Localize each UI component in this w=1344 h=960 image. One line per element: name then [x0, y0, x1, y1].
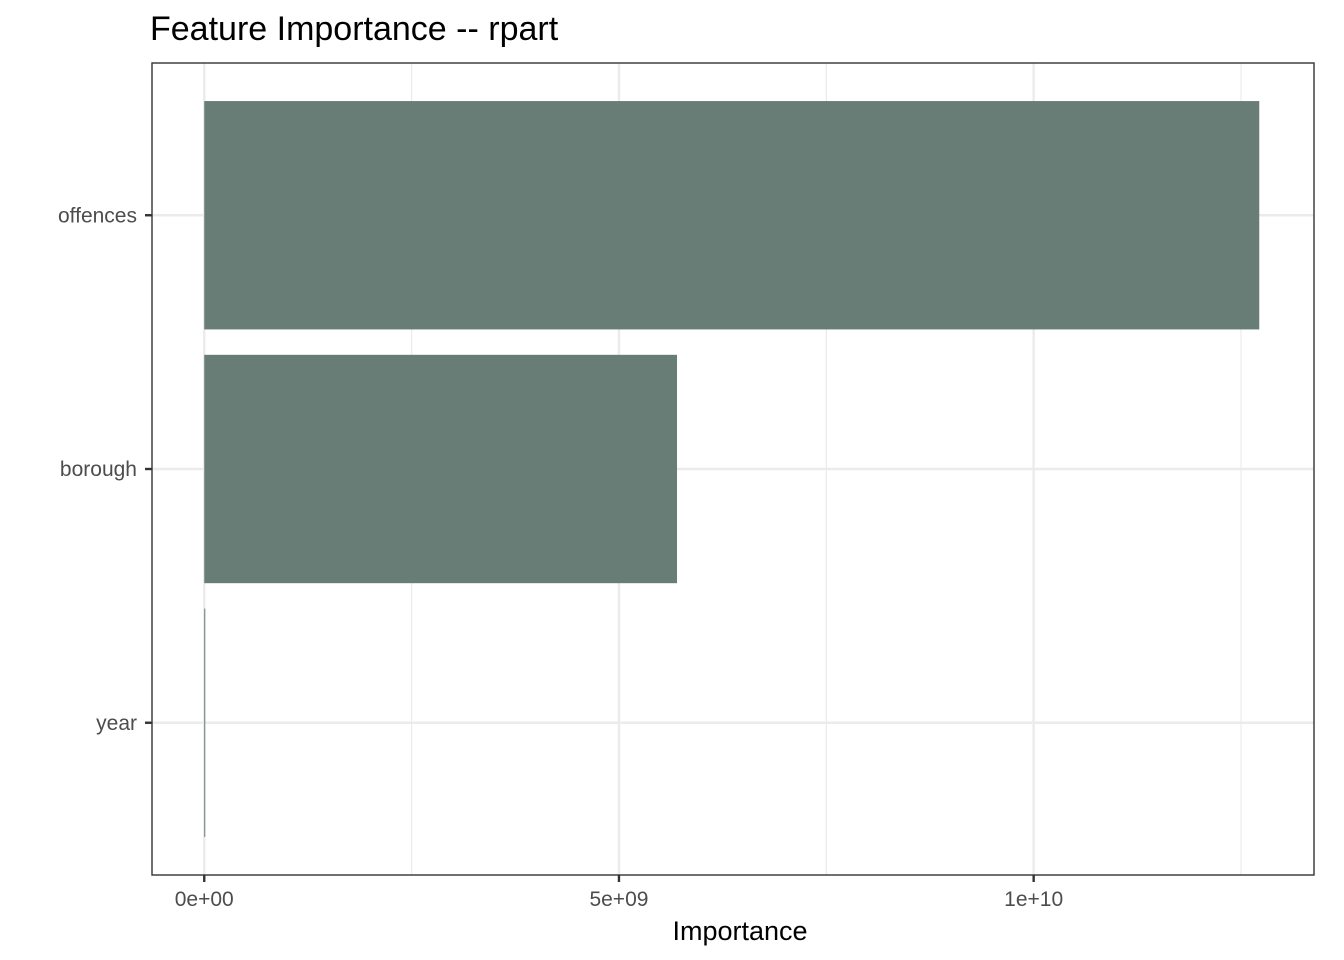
x-axis-title: Importance: [672, 916, 807, 946]
bar-year: [204, 608, 206, 837]
y-tick-label-offences: offences: [58, 204, 137, 227]
x-axis: 0e+00 5e+09 1e+10: [175, 875, 1063, 911]
bar-borough: [204, 354, 678, 584]
x-tick-label-1: 5e+09: [589, 888, 648, 911]
chart-title: Feature Importance -- rpart: [150, 10, 559, 48]
bars: [204, 101, 1260, 837]
x-tick-label-0: 0e+00: [175, 888, 234, 911]
y-tick-label-year: year: [96, 712, 137, 735]
x-tick-label-2: 1e+10: [1004, 888, 1063, 911]
bar-offences: [204, 101, 1260, 330]
y-tick-label-borough: borough: [60, 458, 137, 481]
y-axis: offences borough year: [58, 204, 152, 735]
